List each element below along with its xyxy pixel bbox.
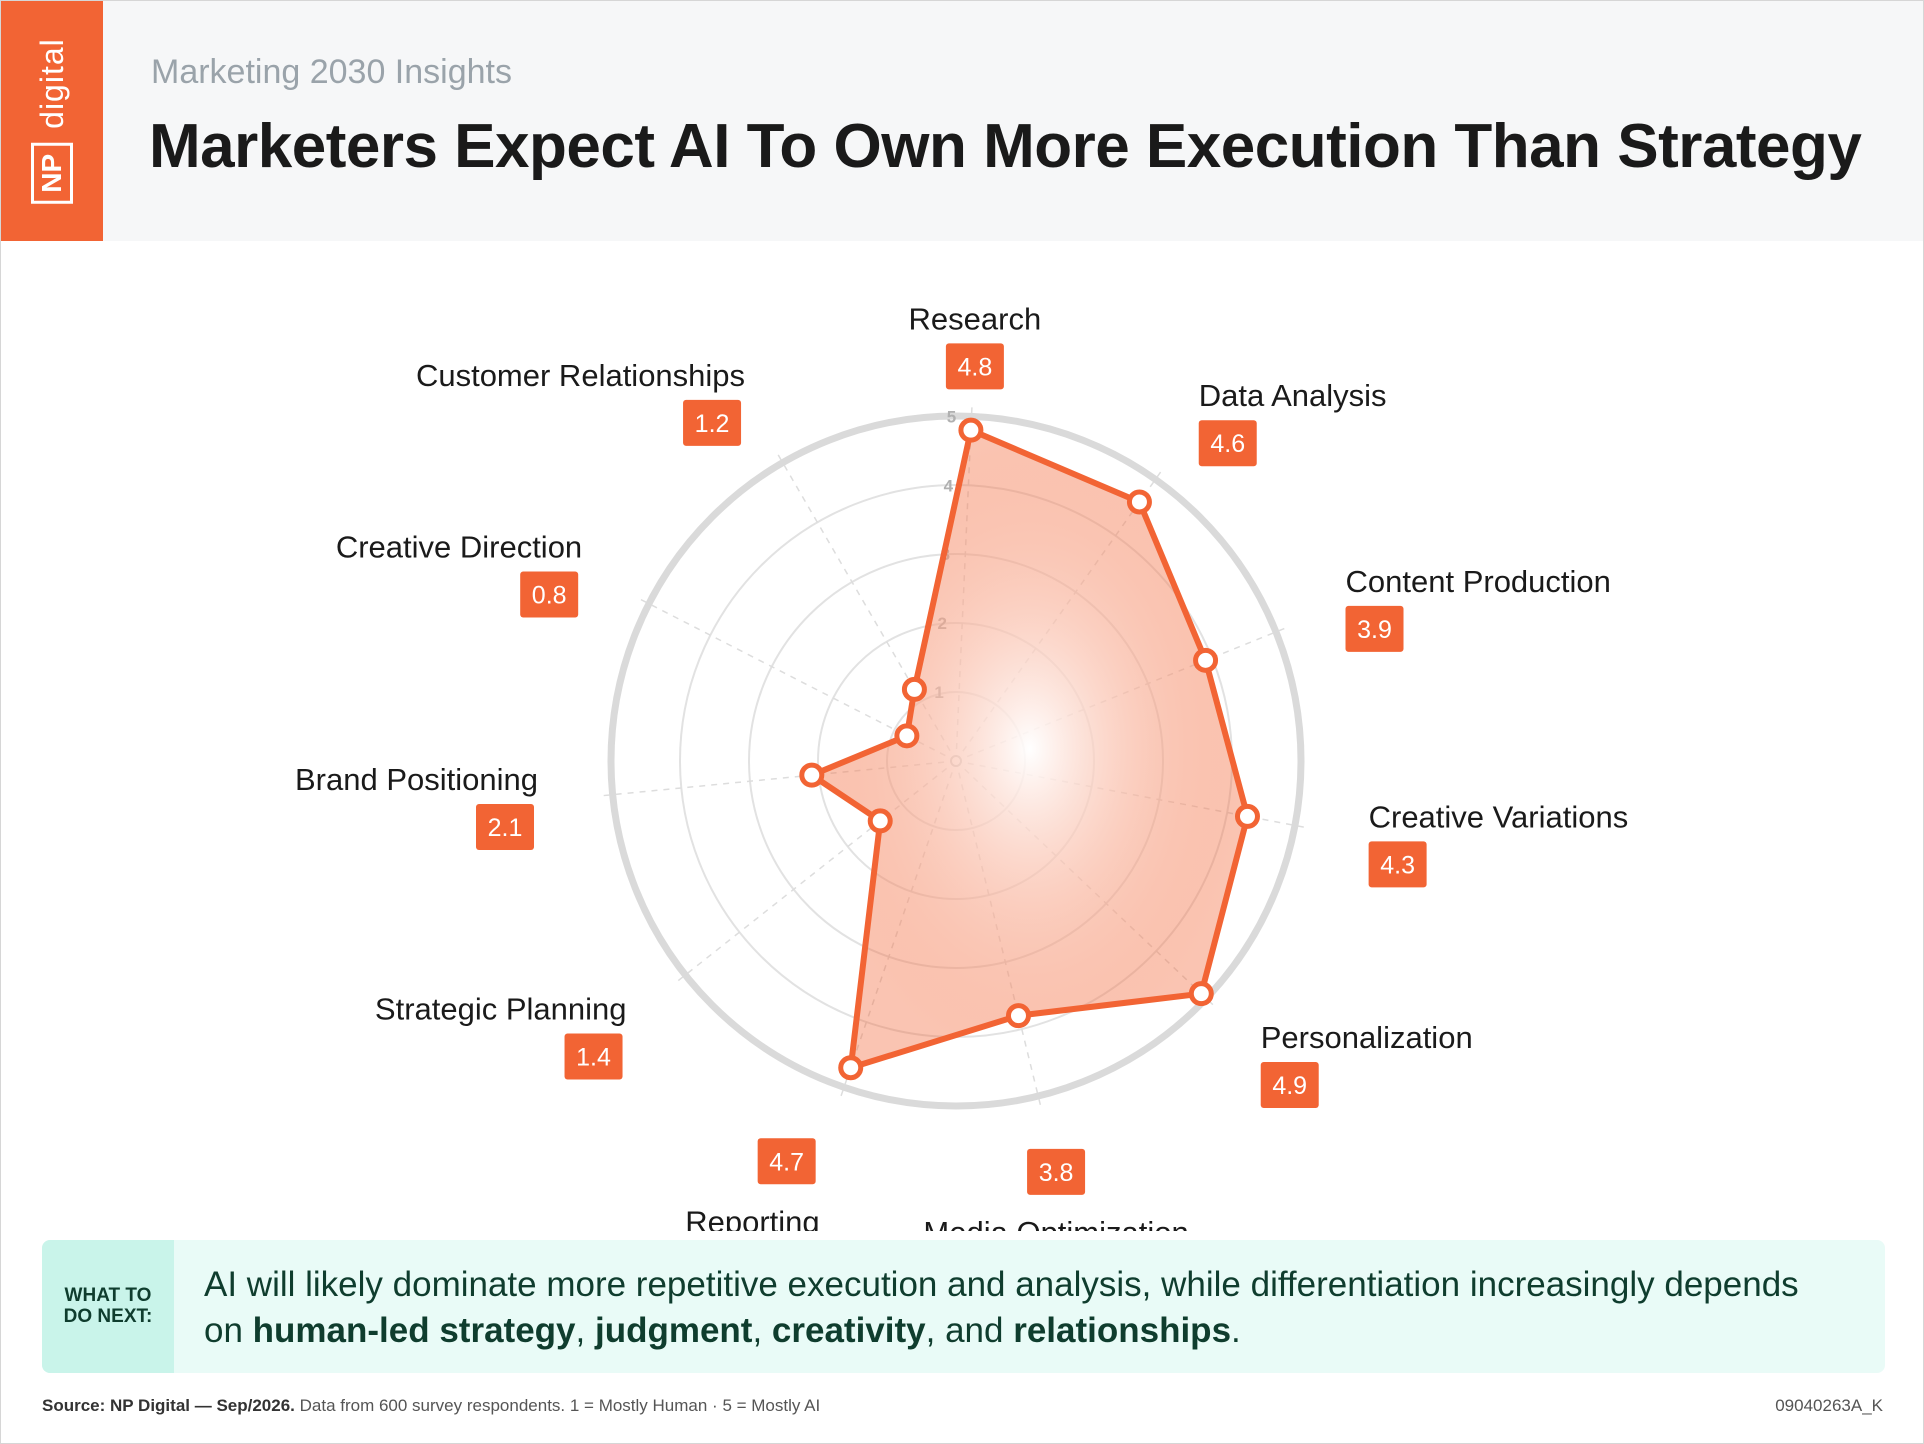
axis-label-reporting: Reporting	[685, 1204, 819, 1231]
value-label-customer-relationships: 1.2	[695, 410, 730, 438]
value-label-research: 4.8	[958, 353, 993, 381]
value-label-creative-direction: 0.8	[532, 582, 567, 610]
axis-group-brand-positioning: Brand Positioning 2.1	[295, 762, 538, 851]
axis-group-customer-relationships: Customer Relationships 1.2	[416, 358, 745, 446]
value-badge-creative-variations	[1368, 841, 1427, 888]
data-point-data-analysis	[1126, 489, 1152, 515]
callout-sep-1: ,	[575, 1311, 595, 1350]
callout-sep-2: ,	[752, 1311, 772, 1350]
callout-tag: WHAT TO DO NEXT:	[42, 1240, 174, 1373]
data-point-research	[958, 417, 984, 443]
ring-tick-5: 5	[947, 407, 956, 426]
axis-label-brand-positioning: Brand Positioning	[295, 762, 538, 797]
value-label-strategic-planning: 1.4	[576, 1043, 611, 1071]
axis-label-data-analysis: Data Analysis	[1199, 378, 1387, 413]
logo-np-text: NP	[31, 142, 73, 204]
data-point-media-optimization	[1005, 1003, 1031, 1029]
callout-text-after: .	[1231, 1311, 1241, 1350]
callout-bold-judgment: judgment	[594, 1311, 753, 1350]
axis-label-media-optimization: Media Optimization	[923, 1215, 1188, 1231]
data-point-creative-direction	[894, 723, 920, 749]
data-point-content-production	[1193, 647, 1219, 673]
value-label-creative-variations: 4.3	[1380, 851, 1415, 879]
radar-labels: Research 4.8 Data Analysis 4.6 Content Produ…	[295, 301, 1628, 1231]
value-badge-data-analysis	[1198, 420, 1257, 467]
callout-tag-text: WHAT TO DO NEXT:	[63, 1284, 153, 1327]
grid-ring-5	[607, 412, 1305, 1110]
callout-bold-strategy: human-led strategy	[252, 1311, 576, 1350]
callout-bold-relationships: relationships	[1013, 1311, 1232, 1350]
axis-label-research: Research	[909, 301, 1042, 336]
page-title: Marketers Expect AI To Own More Executio…	[149, 112, 1862, 181]
value-label-personalization: 4.9	[1272, 1072, 1307, 1100]
axis-label-customer-relationships: Customer Relationships	[416, 358, 745, 393]
callout-text-before: AI will likely dominate more repetitive …	[204, 1265, 1799, 1350]
ring-tick-4: 4	[944, 476, 954, 495]
callout-sep-3: , and	[925, 1311, 1014, 1350]
value-badge-brand-positioning	[476, 804, 535, 851]
value-badge-customer-relationships	[683, 399, 742, 446]
value-badge-reporting	[757, 1138, 816, 1185]
data-point-creative-variations	[1234, 803, 1260, 829]
footer-source-rest: Data from 600 survey respondents. 1 = Mo…	[294, 1396, 821, 1415]
value-badge-personalization	[1260, 1062, 1319, 1109]
value-badge-strategic-planning	[564, 1033, 623, 1080]
value-badge-content-production	[1345, 605, 1404, 652]
axis-group-media-optimization: Media Optimization 3.8	[923, 1148, 1189, 1231]
value-label-media-optimization: 3.8	[1039, 1159, 1074, 1187]
data-point-reporting	[838, 1055, 864, 1081]
axis-label-content-production: Content Production	[1346, 564, 1611, 599]
callout-text: AI will likely dominate more repetitive …	[204, 1262, 1844, 1354]
logo-mark: NP digital	[31, 38, 73, 204]
axis-label-personalization: Personalization	[1261, 1020, 1473, 1055]
footer-source-bold: Source: NP Digital — Sep/2026.	[42, 1396, 295, 1415]
axis-group-strategic-planning: Strategic Planning 1.4	[375, 991, 627, 1080]
page-subtitle: Marketing 2030 Insights	[151, 53, 512, 91]
value-label-data-analysis: 4.6	[1210, 430, 1245, 458]
header: NP digital Marketing 2030 Insights Marke…	[1, 1, 1923, 241]
axis-label-creative-direction: Creative Direction	[336, 530, 582, 565]
value-badge-media-optimization	[1027, 1148, 1086, 1195]
axis-group-data-analysis: Data Analysis 4.6	[1198, 378, 1387, 467]
np-digital-logo: NP digital	[1, 1, 103, 241]
footer-code: 09040263A_K	[1775, 1396, 1883, 1415]
axis-label-creative-variations: Creative Variations	[1369, 799, 1629, 834]
value-badge-creative-direction	[520, 571, 579, 618]
axis-label-strategic-planning: Strategic Planning	[375, 991, 627, 1026]
logo-word-text: digital	[34, 38, 70, 129]
axis-group-personalization: Personalization 4.9	[1260, 1020, 1473, 1109]
axis-group-creative-variations: Creative Variations 4.3	[1368, 799, 1629, 888]
value-badge-research	[945, 343, 1004, 390]
data-point-personalization	[1188, 981, 1214, 1007]
value-label-reporting: 4.7	[769, 1148, 804, 1176]
axis-group-creative-direction: Creative Direction 0.8	[336, 530, 582, 618]
what-to-do-next-callout: WHAT TO DO NEXT: AI will likely dominate…	[42, 1240, 1885, 1373]
axis-group-content-production: Content Production 3.9	[1345, 564, 1611, 652]
axis-group-research: Research 4.8	[909, 301, 1042, 390]
series-polygon	[808, 427, 1251, 1071]
data-point-brand-positioning	[799, 762, 825, 788]
radar-data	[799, 417, 1260, 1081]
callout-bold-creativity: creativity	[771, 1311, 926, 1350]
value-label-content-production: 3.9	[1357, 616, 1392, 644]
value-label-brand-positioning: 2.1	[488, 814, 523, 842]
data-point-strategic-planning	[867, 808, 893, 834]
data-point-customer-relationships	[901, 676, 927, 702]
footer-source: Source: NP Digital — Sep/2026. Data from…	[42, 1396, 820, 1416]
axis-group-reporting: Reporting 4.7	[685, 1138, 820, 1231]
